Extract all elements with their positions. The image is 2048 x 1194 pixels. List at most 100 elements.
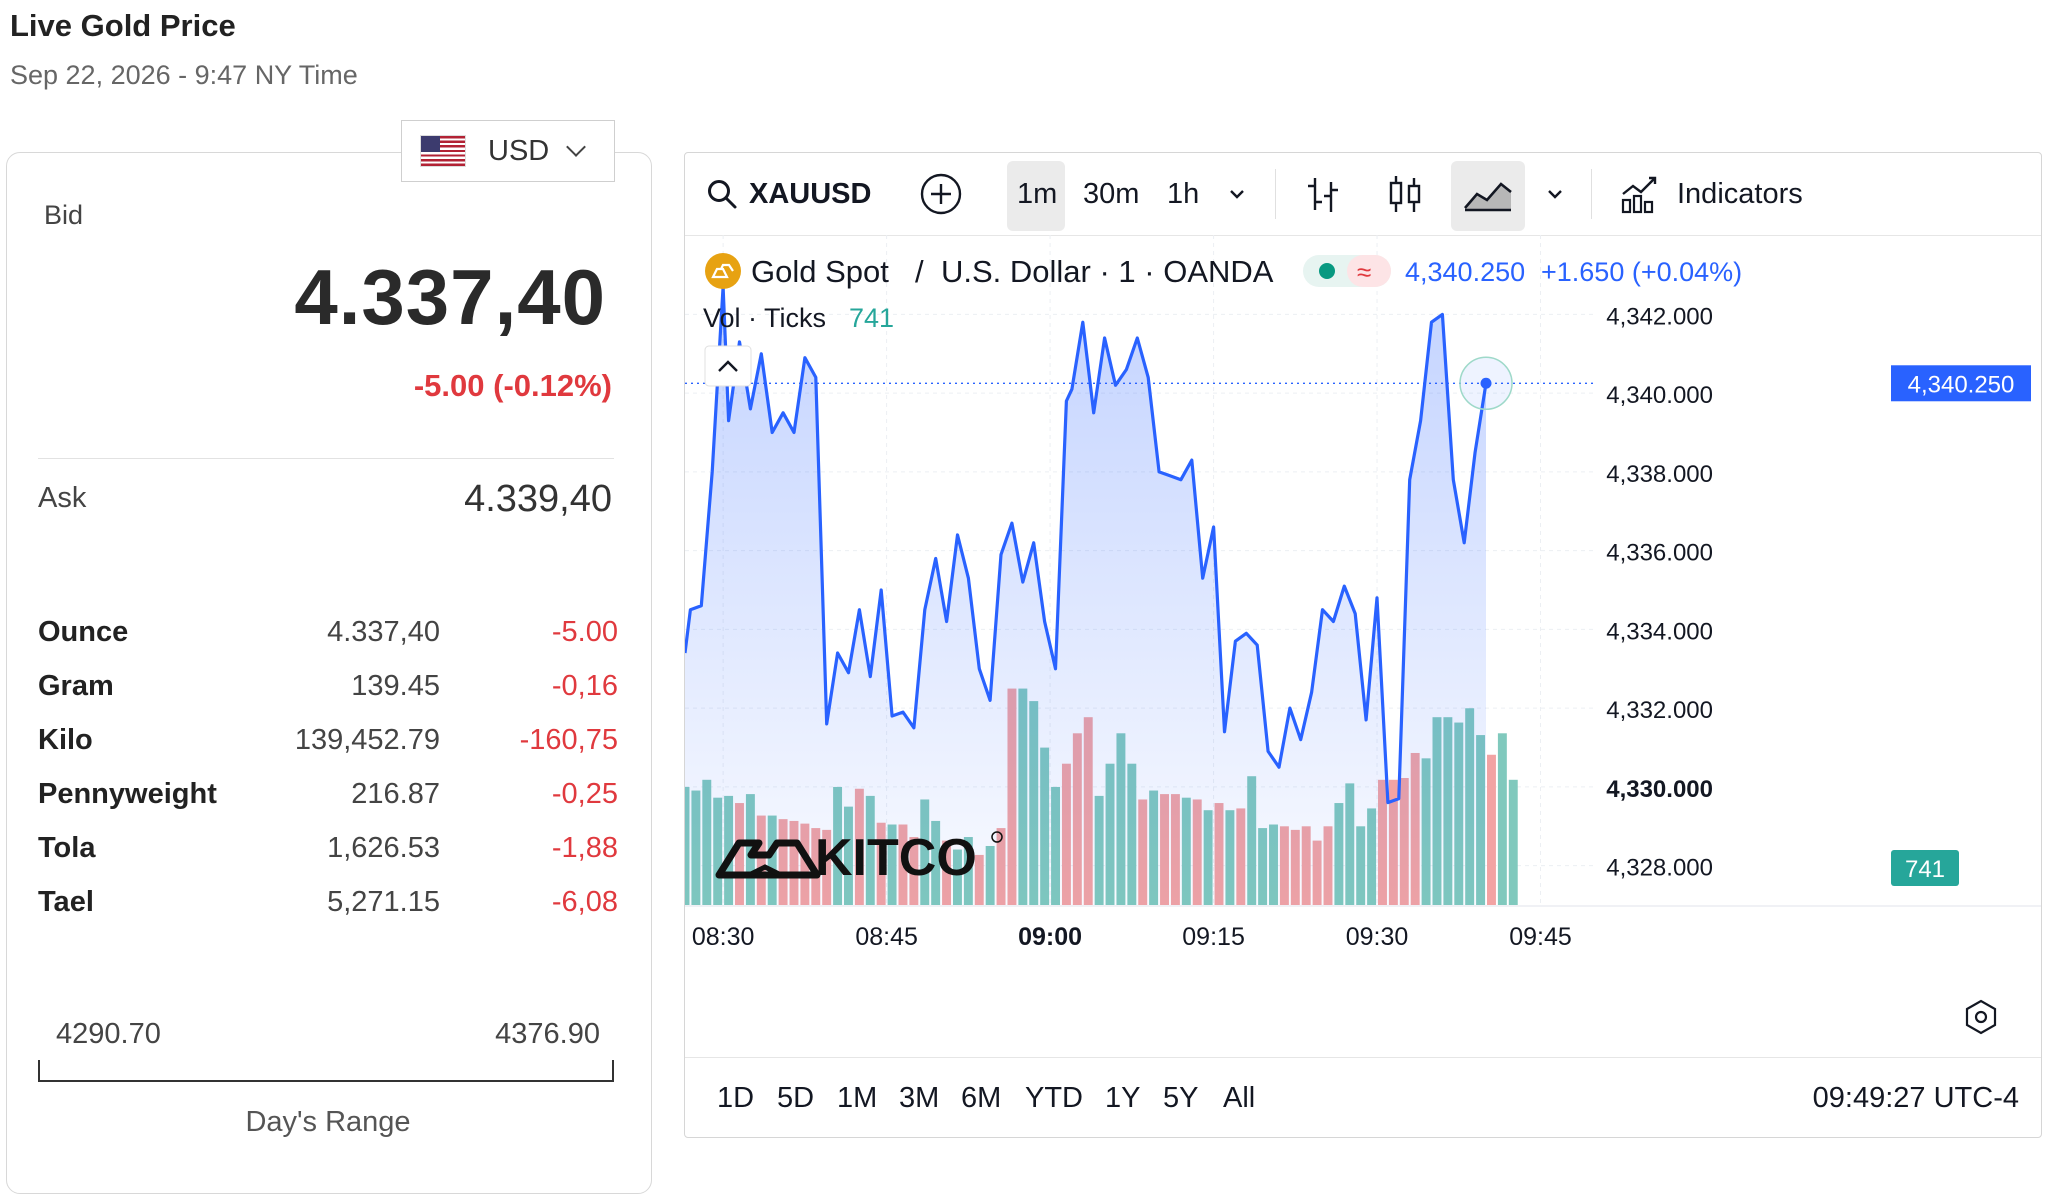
interval-1h[interactable]: 1h: [1167, 177, 1200, 210]
chart-settings-icon[interactable]: [1965, 999, 1997, 1035]
x-tick-label: 09:00: [1018, 923, 1082, 951]
volume-bar: [1497, 733, 1507, 905]
compare-symbol-button[interactable]: [919, 153, 963, 235]
indicators-label: Indicators: [1677, 177, 1803, 210]
chart-axes: 4,342.000 4,340.000 4,338.000 4,336.000 4,33…: [685, 303, 2041, 951]
day-range-low: 4290.70: [56, 1018, 161, 1050]
x-tick-label: 09:30: [1346, 923, 1409, 951]
unit-change: -0,25: [551, 778, 618, 810]
active-interval-highlight: [1007, 161, 1065, 231]
interval-30m[interactable]: 30m: [1083, 177, 1140, 210]
indicators-icon: [1621, 176, 1657, 214]
search-icon: [708, 180, 737, 209]
currency-select[interactable]: USD: [401, 120, 615, 182]
area-style-button[interactable]: [1461, 153, 1515, 235]
volume-bar: [1508, 779, 1518, 905]
kitco-watermark: KITCO: [815, 829, 977, 887]
volume-tag: [1891, 850, 1959, 886]
range-1m[interactable]: 1M: [837, 1081, 878, 1114]
unit-name: Tola: [38, 832, 96, 864]
bid-price: 4.337,40: [294, 253, 606, 341]
y-tick-label: 4,342.000: [1606, 303, 1713, 330]
unit-name: Gram: [38, 670, 114, 702]
legend-separator: /: [915, 254, 924, 289]
x-tick-label: 08:30: [692, 923, 755, 951]
range-all[interactable]: All: [1223, 1081, 1256, 1114]
day-range-bar: [38, 1060, 614, 1082]
day-range-label: Day's Range: [245, 1106, 411, 1138]
legend-symbol-name: Gold Spot: [751, 254, 889, 289]
candles-style-button[interactable]: [1385, 153, 1425, 235]
range-6m[interactable]: 6M: [961, 1081, 1002, 1114]
chevron-up-icon: [718, 360, 738, 372]
unit-row-gram: Gram 139.45 -0,16: [38, 670, 618, 710]
legend-change: +1.650 (+0.04%): [1541, 257, 1742, 287]
range-5y[interactable]: 5Y: [1163, 1081, 1199, 1114]
toolbar-separator: [1591, 169, 1592, 219]
unit-name: Pennyweight: [38, 778, 217, 810]
y-tick-label: 4,334.000: [1606, 618, 1713, 645]
y-tick-label: 4,336.000: [1606, 540, 1713, 567]
symbol-search-button[interactable]: XAUUSD: [705, 153, 871, 235]
unit-price: 1,626.53: [327, 832, 440, 864]
chart-toolbar: XAUUSD 1m 30m 1h: [685, 153, 2041, 236]
chart-clock: 09:49:27 UTC-4: [1812, 1081, 2019, 1114]
unit-row-kilo: Kilo 139,452.79 -160,75: [38, 724, 618, 764]
active-chart-type-highlight: [1451, 161, 1525, 231]
volume-bar: [1486, 754, 1496, 905]
collapse-legend-button[interactable]: [704, 345, 752, 387]
unit-change: -6,08: [551, 886, 618, 918]
unit-change: -5.00: [551, 616, 618, 648]
unit-price: 5,271.15: [327, 886, 440, 918]
unit-name: Tael: [38, 886, 94, 918]
price-line: [685, 285, 1488, 805]
chart-type-dropdown[interactable]: [1543, 153, 1567, 235]
price-area: [685, 285, 1595, 905]
interval-1m[interactable]: 1m: [1017, 177, 1058, 210]
timestamp: Sep 22, 2026 - 9:47 NY Time: [10, 60, 358, 90]
unit-change: -1,88: [551, 832, 618, 864]
x-tick-label: 09:15: [1182, 923, 1245, 951]
range-ytd[interactable]: YTD: [1025, 1081, 1083, 1114]
candlestick-icon: [1389, 176, 1421, 212]
range-1d[interactable]: 1D: [717, 1081, 755, 1114]
y-tick-label: 4,338.000: [1606, 461, 1713, 488]
range-bar: 1D 5D 1M 3M 6M YTD 1Y 5Y All 09:49:27 UT…: [685, 1057, 2041, 1137]
delay-icon: ≈: [1357, 257, 1371, 287]
unit-row-ounce: Ounce 4.337,40 -5.00: [38, 616, 618, 656]
ask-price: 4.339,40: [464, 478, 612, 520]
legend-volume-label: Vol · Ticks: [703, 303, 826, 333]
indicators-button[interactable]: Indicators: [1619, 153, 1803, 235]
unit-change: -160,75: [519, 724, 618, 756]
legend-quote-name: U.S. Dollar · 1 · OANDA: [941, 254, 1274, 289]
unit-price: 139,452.79: [294, 724, 440, 756]
legend-last-price: 4,340.250: [1405, 257, 1525, 287]
day-range-high: 4376.90: [495, 1018, 600, 1050]
range-1y[interactable]: 1Y: [1105, 1081, 1141, 1114]
divider: [38, 458, 614, 459]
bars-icon: [1308, 178, 1338, 212]
unit-name: Kilo: [38, 724, 93, 756]
kitco-logo: KITCO: [715, 829, 1003, 887]
bid-change: -5.00 (-0.12%): [413, 368, 612, 403]
chevron-down-icon: [566, 137, 587, 157]
unit-price: 4.337,40: [327, 616, 440, 648]
area-chart-icon: [1464, 182, 1512, 212]
unit-name: Ounce: [38, 616, 129, 648]
range-5d[interactable]: 5D: [777, 1081, 815, 1114]
legend-volume-value: 741: [849, 303, 894, 333]
chart-widget: XAUUSD 1m 30m 1h: [684, 152, 2042, 1138]
symbol-label: XAUUSD: [749, 177, 872, 210]
volume-tag-label: 741: [1905, 856, 1945, 883]
chart-legend: Gold Spot / U.S. Dollar · 1 · OANDA ≈ 4,…: [703, 253, 1742, 387]
bid-label: Bid: [44, 200, 84, 230]
plus-circle-icon: [920, 173, 962, 215]
range-3m[interactable]: 3M: [899, 1081, 940, 1114]
unit-price: 216.87: [351, 778, 440, 810]
plot-area[interactable]: 4,342.000 4,340.000 4,338.000 4,336.000 4,33…: [685, 235, 2041, 1057]
bar-style-button[interactable]: [1303, 153, 1343, 235]
price-chart[interactable]: 4,342.000 4,340.000 4,338.000 4,336.000 4,33…: [685, 235, 2041, 1057]
market-open-icon: [1319, 263, 1335, 279]
interval-dropdown[interactable]: [1225, 153, 1249, 235]
price-panel: [6, 152, 652, 1194]
